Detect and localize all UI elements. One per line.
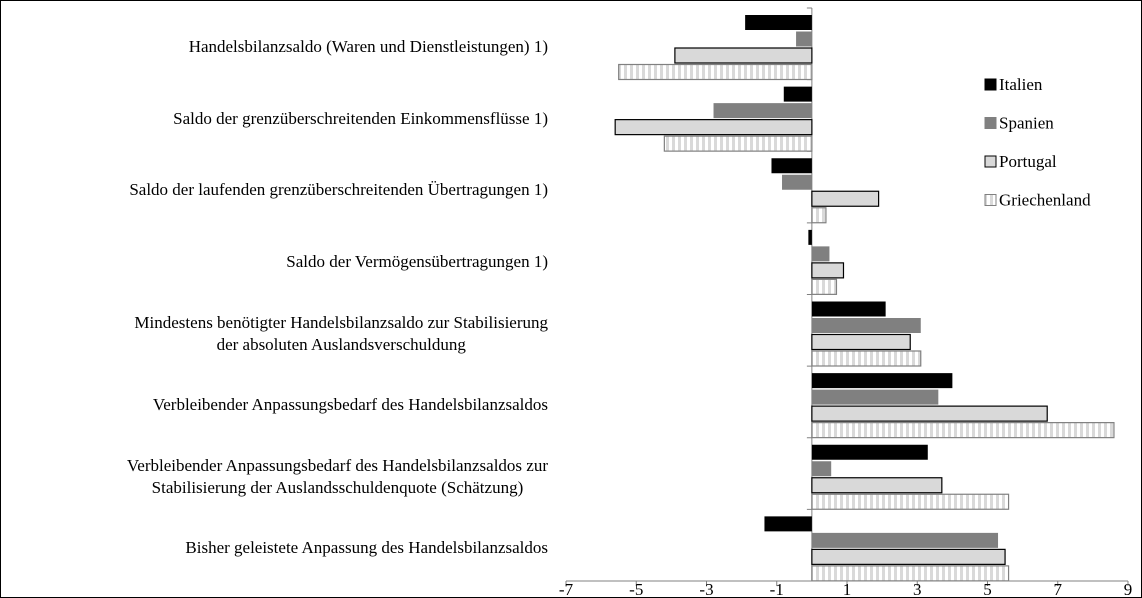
bar — [783, 86, 812, 102]
bar — [811, 422, 1115, 439]
legend-label: Spanien — [999, 113, 1054, 132]
category-label: Saldo der grenzüberschreitenden Einkomme… — [0, 95, 548, 143]
x-tick-label: -1 — [770, 580, 784, 598]
bar — [811, 190, 880, 207]
bar — [811, 405, 1048, 422]
bar — [796, 31, 812, 47]
bar — [811, 333, 911, 351]
bar — [674, 47, 813, 64]
bar — [811, 318, 921, 333]
bar — [713, 103, 812, 119]
x-tick-label: -5 — [629, 580, 643, 598]
bar — [811, 493, 1010, 510]
bar — [771, 158, 812, 174]
bar — [811, 246, 830, 262]
category-label: Saldo der Vermögensübertragungen 1) — [0, 238, 548, 286]
legend-swatch — [984, 194, 997, 206]
x-tick-label: -7 — [559, 580, 574, 598]
category-text: Bisher geleistete Anpassung des Handelsb… — [185, 538, 548, 558]
category-text: Saldo der Vermögensübertragungen 1) — [286, 251, 548, 271]
bar — [811, 262, 845, 279]
x-tick-label: 1 — [843, 580, 852, 598]
bar — [764, 516, 812, 532]
x-tick-label: -3 — [699, 580, 713, 598]
legend-label: Griechenland — [999, 190, 1091, 209]
bar — [614, 119, 813, 136]
bar — [811, 373, 953, 389]
bar — [811, 444, 928, 460]
bar — [811, 461, 832, 477]
bar — [811, 389, 939, 405]
legend-swatch — [984, 117, 997, 129]
bar — [782, 174, 812, 190]
category-text: Saldo der grenzüberschreitenden Einkomme… — [173, 108, 548, 128]
bar — [808, 229, 812, 245]
x-tick-label: 3 — [913, 580, 922, 598]
category-label: Verbleibender Anpassungsbedarf des Hande… — [0, 453, 548, 501]
x-tick-label: 7 — [1054, 580, 1063, 598]
category-text: Verbleibender Anpassungsbedarf des Hande… — [126, 455, 548, 497]
x-tick-label: 9 — [1124, 580, 1133, 598]
legend-label: Portugal — [999, 152, 1057, 171]
category-label: Handelsbilanzsaldo (Waren und Dienstleis… — [0, 23, 548, 71]
bar — [811, 477, 943, 494]
bar — [811, 207, 827, 224]
bar — [811, 532, 999, 548]
category-text: Verbleibender Anpassungsbedarf des Hande… — [152, 395, 548, 415]
category-label: Mindestens benötigter Handelsbilanzsaldo… — [0, 310, 548, 358]
bar — [811, 278, 838, 295]
legend-swatch — [984, 78, 997, 91]
category-label: Saldo der laufenden grenzüberschreitende… — [0, 166, 548, 214]
category-text: Mindestens benötigter Handelsbilanzsaldo… — [134, 312, 548, 354]
bar — [811, 565, 1010, 582]
bar — [618, 63, 813, 81]
bar — [745, 15, 812, 30]
category-text: Handelsbilanzsaldo (Waren und Dienstleis… — [188, 37, 548, 56]
category-text: Saldo der laufenden grenzüberschreitende… — [129, 180, 548, 200]
category-label: Bisher geleistete Anpassung des Handelsb… — [0, 524, 548, 572]
legend-swatch — [984, 155, 997, 168]
bar — [811, 350, 922, 367]
bar — [811, 548, 1006, 565]
x-tick-label: 5 — [983, 580, 992, 598]
category-label: Verbleibender Anpassungsbedarf des Hande… — [0, 381, 548, 429]
bar — [811, 301, 886, 317]
legend-label: Italien — [999, 75, 1043, 94]
bar — [663, 135, 813, 152]
